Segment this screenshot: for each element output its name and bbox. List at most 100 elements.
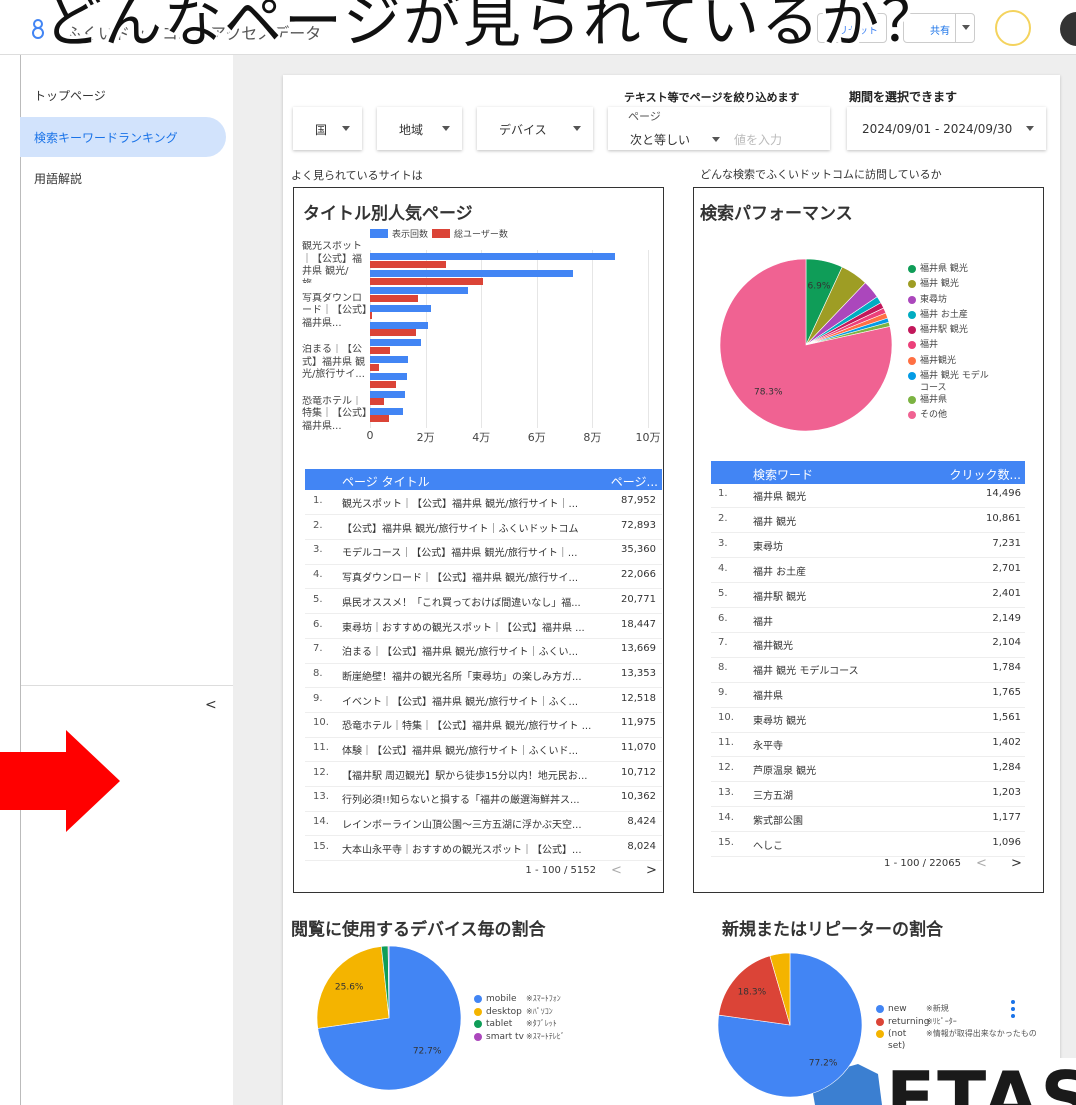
legend-item: 福井 観光 <box>908 278 992 293</box>
row-divider <box>711 582 1025 584</box>
legend-item: mobile ※ｽﾏｰﾄﾌｫﾝ <box>474 993 565 1006</box>
row-number: 12. <box>313 766 329 778</box>
legend-label: 総ユーザー数 <box>454 230 508 240</box>
row-number: 6. <box>718 612 728 624</box>
y-tick-label: 観光スポット｜【公式】福井県 観光/旅... <box>302 241 362 283</box>
y-tick-label: 恐竜ホテル｜特集｜【公式】福井県... <box>302 395 367 432</box>
nav-item[interactable]: トップページ <box>34 89 106 103</box>
nav-item[interactable]: 検索キーワードランキング <box>34 131 178 145</box>
row-value: 1,096 <box>992 836 1021 848</box>
legend-item: 福井 観光 モデルコース <box>908 370 992 394</box>
bar <box>370 356 408 364</box>
row-label: 写真ダウンロード｜【公式】福井県 観光/旅行サイ... <box>342 573 579 585</box>
menu-dot <box>1011 1007 1015 1011</box>
filter-input[interactable]: 値を入力 <box>734 133 783 147</box>
legend-label: 福井 観光 <box>920 279 959 290</box>
panel <box>293 187 664 893</box>
bar <box>370 277 483 285</box>
legend-label: その他 <box>920 410 948 421</box>
grid-line <box>592 250 594 428</box>
page-prev[interactable]: < <box>976 856 987 871</box>
legend-item: smart tv ※ｽﾏｰﾄﾃﾚﾋﾞ <box>474 1031 565 1044</box>
row-label: 福井 お土産 <box>753 566 807 578</box>
row-value: 2,701 <box>992 562 1021 574</box>
legend-swatch <box>370 229 388 238</box>
page-prev[interactable]: < <box>611 863 622 878</box>
row-divider <box>305 786 662 788</box>
legend-dot <box>474 1020 482 1029</box>
legend-dot <box>876 1005 884 1013</box>
bar <box>370 260 446 268</box>
row-label: 東尋坊｜おすすめの観光スポット｜【公式】福井県 ... <box>342 622 585 634</box>
row-number: 7. <box>313 643 323 655</box>
legend-dot <box>876 1030 884 1038</box>
legend-item: (not set) ※情報が取得出来なかったもの <box>876 1028 1037 1052</box>
filter-label: デバイス <box>499 123 547 137</box>
filter-control[interactable]: デバイス <box>477 107 593 150</box>
legend-note: ※ｽﾏｰﾄﾃﾚﾋﾞ <box>526 1032 565 1042</box>
legend-label: tablet <box>486 1019 513 1030</box>
collapse-button[interactable]: < <box>205 697 217 713</box>
legend-label: 福井駅 観光 <box>920 325 968 336</box>
legend-dot <box>876 1017 884 1026</box>
legend-note: ※ﾘﾋﾟｰﾀｰ <box>926 1016 957 1026</box>
filter-control[interactable]: 地域 <box>377 107 462 150</box>
row-number: 7. <box>718 637 728 649</box>
legend-swatch <box>432 229 450 238</box>
row-label: レインボーライン山頂公園〜三方五湖に浮かぶ天空... <box>342 820 582 832</box>
row-label: 東尋坊 <box>753 541 783 553</box>
filter-label: 国 <box>315 123 328 137</box>
row-label: 福井県 <box>753 691 783 703</box>
nav-item[interactable]: 用語解説 <box>34 172 83 186</box>
row-value: 1,402 <box>992 737 1021 748</box>
legend: new ※新規 returning ※ﾘﾋﾟｰﾀｰ (not set) ※情報が取得出来な… <box>876 1003 1037 1052</box>
legend-label: 福井 お土産 <box>920 309 968 320</box>
row-number: 13. <box>313 791 329 803</box>
filter-control[interactable]: 2024/09/01 - 2024/09/30 <box>847 107 1046 150</box>
legend-dot <box>908 280 916 289</box>
row-divider <box>711 656 1025 658</box>
row-number: 8. <box>718 662 728 674</box>
sidebar-divider <box>21 685 233 686</box>
filter-control[interactable]: 国 <box>293 107 362 150</box>
row-value: 18,447 <box>621 618 656 630</box>
legend-label: returning <box>888 1016 930 1027</box>
row-label: 永平寺 <box>753 741 783 752</box>
legend-dot <box>474 1033 482 1042</box>
row-divider <box>711 731 1025 733</box>
page-filter[interactable]: ページ 次と等しい 値を入力 <box>608 107 830 150</box>
page-next[interactable]: > <box>646 863 657 878</box>
row-divider <box>711 856 1025 858</box>
row-value: 2,104 <box>992 637 1021 649</box>
row-value: 35,360 <box>621 544 656 556</box>
legend-item: 福井 お土産 <box>908 309 992 324</box>
row-divider <box>305 810 662 812</box>
row-value: 72,893 <box>621 519 656 531</box>
x-tick-label: 0 <box>366 429 374 442</box>
legend-item: desktop ※ﾊﾟｿｺﾝ <box>474 1006 565 1019</box>
row-label: 東尋坊 観光 <box>753 716 807 728</box>
page-next[interactable]: > <box>1011 856 1022 871</box>
row-value: 1,284 <box>992 761 1021 773</box>
y-tick-label: 泊まる｜【公式】福井県 観光/旅行サイ... <box>302 344 366 381</box>
reset-button[interactable]: リセット <box>817 13 887 43</box>
bar <box>370 294 419 302</box>
row-label: 県民オススメ！「これ買っておけば間違いなし」福... <box>342 597 581 609</box>
menu-button[interactable] <box>995 10 1031 46</box>
legend-label: 福井県 <box>920 395 948 406</box>
row-value: 1,765 <box>992 687 1021 699</box>
legend-note: ※ﾀﾌﾞﾚｯﾄ <box>526 1019 557 1029</box>
row-label: 紫式部公園 <box>753 815 803 827</box>
row-number: 2. <box>718 512 728 524</box>
row-number: 5. <box>313 593 323 605</box>
legend-label: 福井観光 <box>920 355 957 366</box>
row-divider <box>711 607 1025 609</box>
row-label: 【公式】福井県 観光/旅行サイト｜ふくいドットコム <box>342 523 579 535</box>
row-label: 福井 観光 モデルコース <box>753 666 859 678</box>
row-number: 15. <box>718 836 734 848</box>
row-value: 20,771 <box>621 593 656 605</box>
legend-dot <box>474 1007 482 1016</box>
bar <box>370 321 428 329</box>
x-tick-label: 6万 <box>527 431 546 444</box>
share-button[interactable]: 共有 <box>903 13 975 43</box>
